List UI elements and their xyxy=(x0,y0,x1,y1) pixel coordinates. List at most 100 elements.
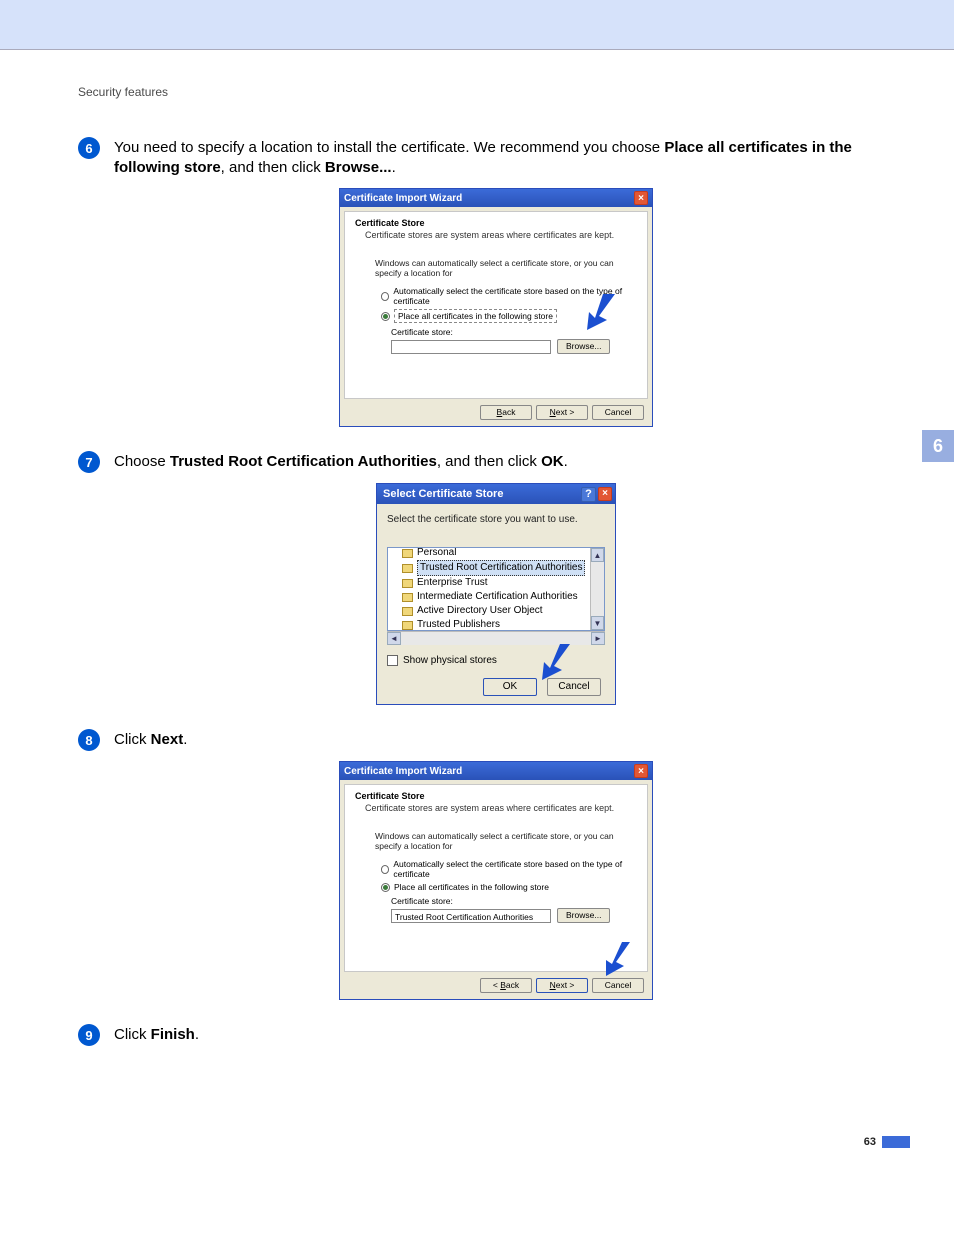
text: , and then click xyxy=(437,453,541,470)
store-input-row: Trusted Root Certification Authorities B… xyxy=(391,908,637,923)
store-input[interactable]: Trusted Root Certification Authorities xyxy=(391,909,551,923)
tree-item-personal[interactable]: Personal xyxy=(402,547,602,560)
page-mark xyxy=(882,1136,910,1148)
wizard-para: Windows can automatically select a certi… xyxy=(375,831,637,851)
folder-icon xyxy=(402,621,413,630)
wizard-footer: < Back Next > Cancel xyxy=(340,972,652,999)
text: . xyxy=(392,159,396,176)
text: . xyxy=(564,453,568,470)
folder-icon xyxy=(402,564,413,573)
cert-import-wizard-2: Certificate Import Wizard × Certificate … xyxy=(339,761,653,1000)
wizard-section-title: Certificate Store xyxy=(355,218,637,228)
folder-icon xyxy=(402,579,413,588)
back-button[interactable]: Back xyxy=(480,405,532,420)
tree-item-trusted-root[interactable]: Trusted Root Certification Authorities xyxy=(402,560,602,576)
step-bullet-6: 6 xyxy=(78,137,100,159)
scroll-down-icon[interactable]: ▼ xyxy=(591,616,604,630)
wizard-section-title: Certificate Store xyxy=(355,791,637,801)
step-7-text: Choose Trusted Root Certification Author… xyxy=(114,451,568,472)
step-6-text: You need to specify a location to instal… xyxy=(114,137,914,178)
bold: Browse... xyxy=(325,159,392,176)
tree-label: Trusted Root Certification Authorities xyxy=(417,560,585,576)
text: . xyxy=(195,1026,199,1043)
page-content: Security features 6 6 You need to specif… xyxy=(0,50,954,1168)
bold: Next xyxy=(151,731,184,748)
wizard-body: Certificate Store Certificate stores are… xyxy=(344,211,648,399)
text: Choose xyxy=(114,453,170,470)
radio-icon xyxy=(381,865,389,874)
horizontal-scrollbar[interactable]: ◄ ► xyxy=(387,631,605,645)
select-store-footer: OK Cancel xyxy=(387,678,605,696)
radio-place-label: Place all certificates in the following … xyxy=(394,309,557,323)
next-button[interactable]: Next > xyxy=(536,405,588,420)
tree-label: Trusted Publishers xyxy=(417,618,500,631)
text: . xyxy=(183,731,187,748)
browse-button[interactable]: Browse... xyxy=(557,339,610,354)
tree-item-ad-user[interactable]: Active Directory User Object xyxy=(402,604,602,618)
wizard-titlebar: Certificate Import Wizard × xyxy=(340,762,652,780)
vertical-scrollbar[interactable]: ▲ ▼ xyxy=(590,548,604,630)
folder-icon xyxy=(402,607,413,616)
close-icon[interactable]: × xyxy=(634,764,648,778)
next-button[interactable]: Next > xyxy=(536,978,588,993)
store-input[interactable] xyxy=(391,340,551,354)
bold: OK xyxy=(541,453,564,470)
chapter-tab: 6 xyxy=(922,430,954,462)
cancel-button[interactable]: Cancel xyxy=(592,405,644,420)
select-store-wrap: Select Certificate Store ? × Select the … xyxy=(78,483,914,705)
wizard-section-desc: Certificate stores are system areas wher… xyxy=(365,803,637,813)
checkbox-icon[interactable] xyxy=(387,655,398,666)
step-8: 8 Click Next. xyxy=(78,729,914,751)
tree-label: Personal xyxy=(417,547,456,560)
bold: Trusted Root Certification Authorities xyxy=(170,453,437,470)
cancel-button[interactable]: Cancel xyxy=(592,978,644,993)
wizard-1-wrap: Certificate Import Wizard × Certificate … xyxy=(78,188,914,427)
select-cert-store-dialog: Select Certificate Store ? × Select the … xyxy=(376,483,616,705)
store-label: Certificate store: xyxy=(391,896,637,906)
wizard-section-desc: Certificate stores are system areas wher… xyxy=(365,230,637,240)
radio-place[interactable]: Place all certificates in the following … xyxy=(381,882,637,892)
step-7: 7 Choose Trusted Root Certification Auth… xyxy=(78,451,914,473)
page-number: 63 xyxy=(864,1136,876,1148)
step-9: 9 Click Finish. xyxy=(78,1024,914,1046)
scroll-right-icon[interactable]: ► xyxy=(591,632,605,645)
show-physical-row[interactable]: Show physical stores xyxy=(387,655,605,666)
scroll-left-icon[interactable]: ◄ xyxy=(387,632,401,645)
text: , and then click xyxy=(221,159,325,176)
tree-item-intermediate[interactable]: Intermediate Certification Authorities xyxy=(402,590,602,604)
wizard-title: Certificate Import Wizard xyxy=(344,193,462,204)
scroll-up-icon[interactable]: ▲ xyxy=(591,548,604,562)
radio-icon xyxy=(381,312,390,321)
radio-auto-label: Automatically select the certificate sto… xyxy=(393,859,637,879)
radio-auto[interactable]: Automatically select the certificate sto… xyxy=(381,859,637,879)
tree-item-enterprise[interactable]: Enterprise Trust xyxy=(402,576,602,590)
help-icon[interactable]: ? xyxy=(581,487,596,502)
tree-inner: Personal Trusted Root Certification Auth… xyxy=(388,548,604,631)
radio-icon xyxy=(381,292,389,301)
wizard-title: Certificate Import Wizard xyxy=(344,766,462,777)
wizard-footer: Back Next > Cancel xyxy=(340,399,652,426)
text: Click xyxy=(114,1026,151,1043)
folder-icon xyxy=(402,593,413,602)
text: Click xyxy=(114,731,151,748)
back-button[interactable]: < Back xyxy=(480,978,532,993)
store-tree[interactable]: Personal Trusted Root Certification Auth… xyxy=(387,547,605,631)
close-icon[interactable]: × xyxy=(634,191,648,205)
select-store-title: Select Certificate Store xyxy=(383,488,503,500)
tree-label: Enterprise Trust xyxy=(417,576,488,590)
top-band xyxy=(0,0,954,50)
radio-icon xyxy=(381,883,390,892)
select-store-body: Select the certificate store you want to… xyxy=(377,504,615,704)
close-icon[interactable]: × xyxy=(598,487,612,501)
text: You need to specify a location to instal… xyxy=(114,139,664,156)
show-physical-label: Show physical stores xyxy=(403,655,497,666)
browse-button[interactable]: Browse... xyxy=(557,908,610,923)
ok-button[interactable]: OK xyxy=(483,678,537,696)
wizard-titlebar: Certificate Import Wizard × xyxy=(340,189,652,207)
folder-icon xyxy=(402,549,413,558)
step-8-text: Click Next. xyxy=(114,729,187,750)
step-6: 6 You need to specify a location to inst… xyxy=(78,137,914,178)
tree-item-publishers[interactable]: Trusted Publishers xyxy=(402,618,602,631)
section-title: Security features xyxy=(78,85,914,99)
page-footer: 63 xyxy=(78,1136,914,1148)
